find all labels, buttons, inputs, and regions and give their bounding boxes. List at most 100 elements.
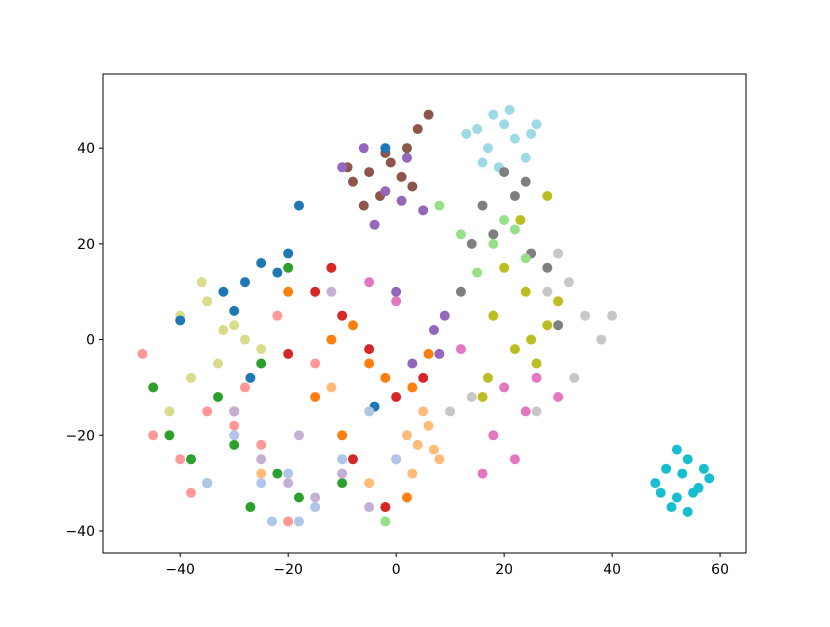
point	[310, 492, 321, 503]
point	[256, 439, 267, 450]
point	[580, 310, 591, 321]
point	[401, 152, 412, 163]
point	[337, 162, 348, 173]
point	[520, 406, 531, 417]
point	[364, 344, 375, 355]
point	[239, 277, 250, 288]
point	[256, 454, 267, 465]
point	[256, 358, 267, 369]
point	[229, 305, 240, 316]
point	[337, 430, 348, 441]
point	[326, 382, 337, 393]
point	[607, 310, 618, 321]
point	[364, 406, 375, 417]
point	[407, 382, 418, 393]
point	[671, 444, 682, 455]
point	[418, 205, 429, 216]
point	[401, 492, 412, 503]
x-tick-label: 60	[711, 562, 729, 578]
point	[423, 348, 434, 359]
point	[369, 219, 380, 230]
point	[347, 454, 358, 465]
point	[391, 296, 402, 307]
x-tick-label: −40	[165, 562, 195, 578]
point	[418, 372, 429, 383]
point	[499, 214, 510, 225]
point	[677, 468, 688, 479]
point	[520, 253, 531, 264]
point	[239, 334, 250, 345]
point	[310, 502, 321, 513]
point	[488, 109, 499, 120]
point	[412, 124, 423, 135]
point	[337, 468, 348, 479]
point	[531, 372, 542, 383]
point	[531, 119, 542, 130]
point	[472, 124, 483, 135]
point	[488, 229, 499, 240]
point	[542, 320, 553, 331]
point	[569, 372, 580, 383]
point	[428, 325, 439, 336]
point	[688, 487, 699, 498]
point	[482, 143, 493, 154]
point	[477, 468, 488, 479]
point	[499, 167, 510, 178]
point	[347, 320, 358, 331]
point	[202, 478, 213, 489]
point	[698, 463, 709, 474]
point	[542, 286, 553, 297]
point	[186, 487, 197, 498]
point	[531, 358, 542, 369]
y-tick-label: −20	[65, 428, 95, 444]
point	[380, 516, 391, 527]
x-tick-label: 0	[392, 562, 401, 578]
point	[293, 492, 304, 503]
point	[229, 439, 240, 450]
point	[423, 109, 434, 120]
point	[293, 430, 304, 441]
point	[229, 430, 240, 441]
point	[526, 128, 537, 139]
point	[272, 310, 283, 321]
y-tick-label: 0	[86, 333, 95, 349]
point	[455, 344, 466, 355]
point	[380, 186, 391, 197]
point	[358, 143, 369, 154]
point	[650, 478, 661, 489]
point	[509, 191, 520, 202]
point	[428, 444, 439, 455]
point	[461, 128, 472, 139]
point	[293, 200, 304, 211]
point	[488, 430, 499, 441]
point	[337, 454, 348, 465]
point	[520, 286, 531, 297]
point	[466, 392, 477, 403]
point	[553, 248, 564, 259]
point	[293, 516, 304, 527]
point	[358, 200, 369, 211]
point	[364, 478, 375, 489]
point	[499, 119, 510, 130]
point	[283, 468, 294, 479]
y-tick-label: −40	[65, 524, 95, 540]
point	[391, 454, 402, 465]
point	[256, 258, 267, 269]
point	[326, 334, 337, 345]
point	[218, 286, 229, 297]
point	[380, 372, 391, 383]
point	[202, 406, 213, 417]
point	[202, 296, 213, 307]
point	[186, 372, 197, 383]
point	[682, 454, 693, 465]
point	[407, 358, 418, 369]
point	[326, 286, 337, 297]
point	[434, 348, 445, 359]
point	[186, 454, 197, 465]
point	[482, 372, 493, 383]
point	[472, 267, 483, 278]
point	[239, 382, 250, 393]
point	[310, 358, 321, 369]
point	[488, 238, 499, 249]
